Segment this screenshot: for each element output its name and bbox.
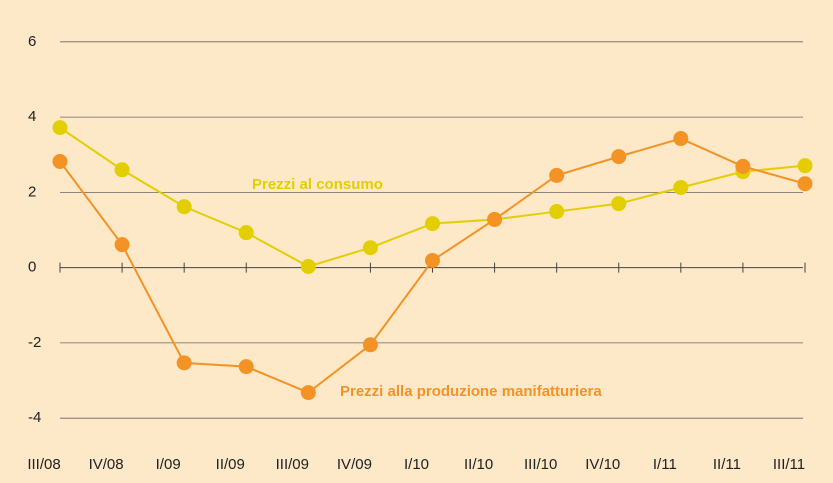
series-line: [59, 126, 806, 268]
data-point: [673, 179, 689, 195]
data-point: [238, 225, 254, 241]
x-tick-label: II/10: [464, 456, 493, 473]
y-tick-label: 6: [28, 33, 36, 50]
x-tick-label: III/10: [524, 456, 557, 473]
data-point: [797, 158, 813, 174]
data-point: [300, 385, 316, 401]
data-point: [114, 162, 130, 178]
x-tick-label: II/09: [216, 456, 245, 473]
data-point: [549, 167, 565, 183]
data-point: [549, 204, 565, 220]
x-tick-label: IV/08: [89, 456, 124, 473]
data-point: [52, 120, 68, 136]
series-label: Prezzi alla produzione manifatturiera: [340, 383, 602, 400]
x-tick-label: I/10: [404, 456, 429, 473]
x-tick-label: III/09: [276, 456, 309, 473]
data-point: [300, 259, 316, 275]
data-point: [487, 211, 503, 227]
data-point: [238, 359, 254, 375]
y-tick-label: 4: [28, 108, 36, 125]
series-label: Prezzi al consumo: [252, 176, 383, 193]
x-tick-label: III/11: [773, 456, 805, 473]
data-point: [362, 337, 378, 353]
x-tick-label: I/11: [653, 456, 677, 473]
data-point: [114, 237, 130, 253]
y-tick-label: -2: [28, 334, 41, 351]
y-tick-label: -4: [28, 409, 41, 426]
x-tick-label: IV/10: [585, 456, 620, 473]
data-point: [362, 240, 378, 256]
data-point: [425, 216, 440, 232]
data-point: [176, 355, 192, 371]
data-point: [735, 158, 751, 174]
data-point: [673, 131, 689, 147]
x-tick-label: I/09: [156, 456, 181, 473]
data-point: [176, 199, 192, 215]
x-tick-label: II/11: [713, 456, 741, 473]
x-tick-label: III/08: [27, 456, 60, 473]
data-point: [52, 154, 68, 170]
y-tick-label: 0: [28, 259, 36, 276]
y-tick-label: 2: [28, 183, 36, 200]
data-point: [611, 196, 627, 212]
data-point: [797, 176, 813, 192]
data-point: [611, 149, 627, 165]
x-tick-label: IV/09: [337, 456, 372, 473]
data-point: [425, 252, 440, 268]
